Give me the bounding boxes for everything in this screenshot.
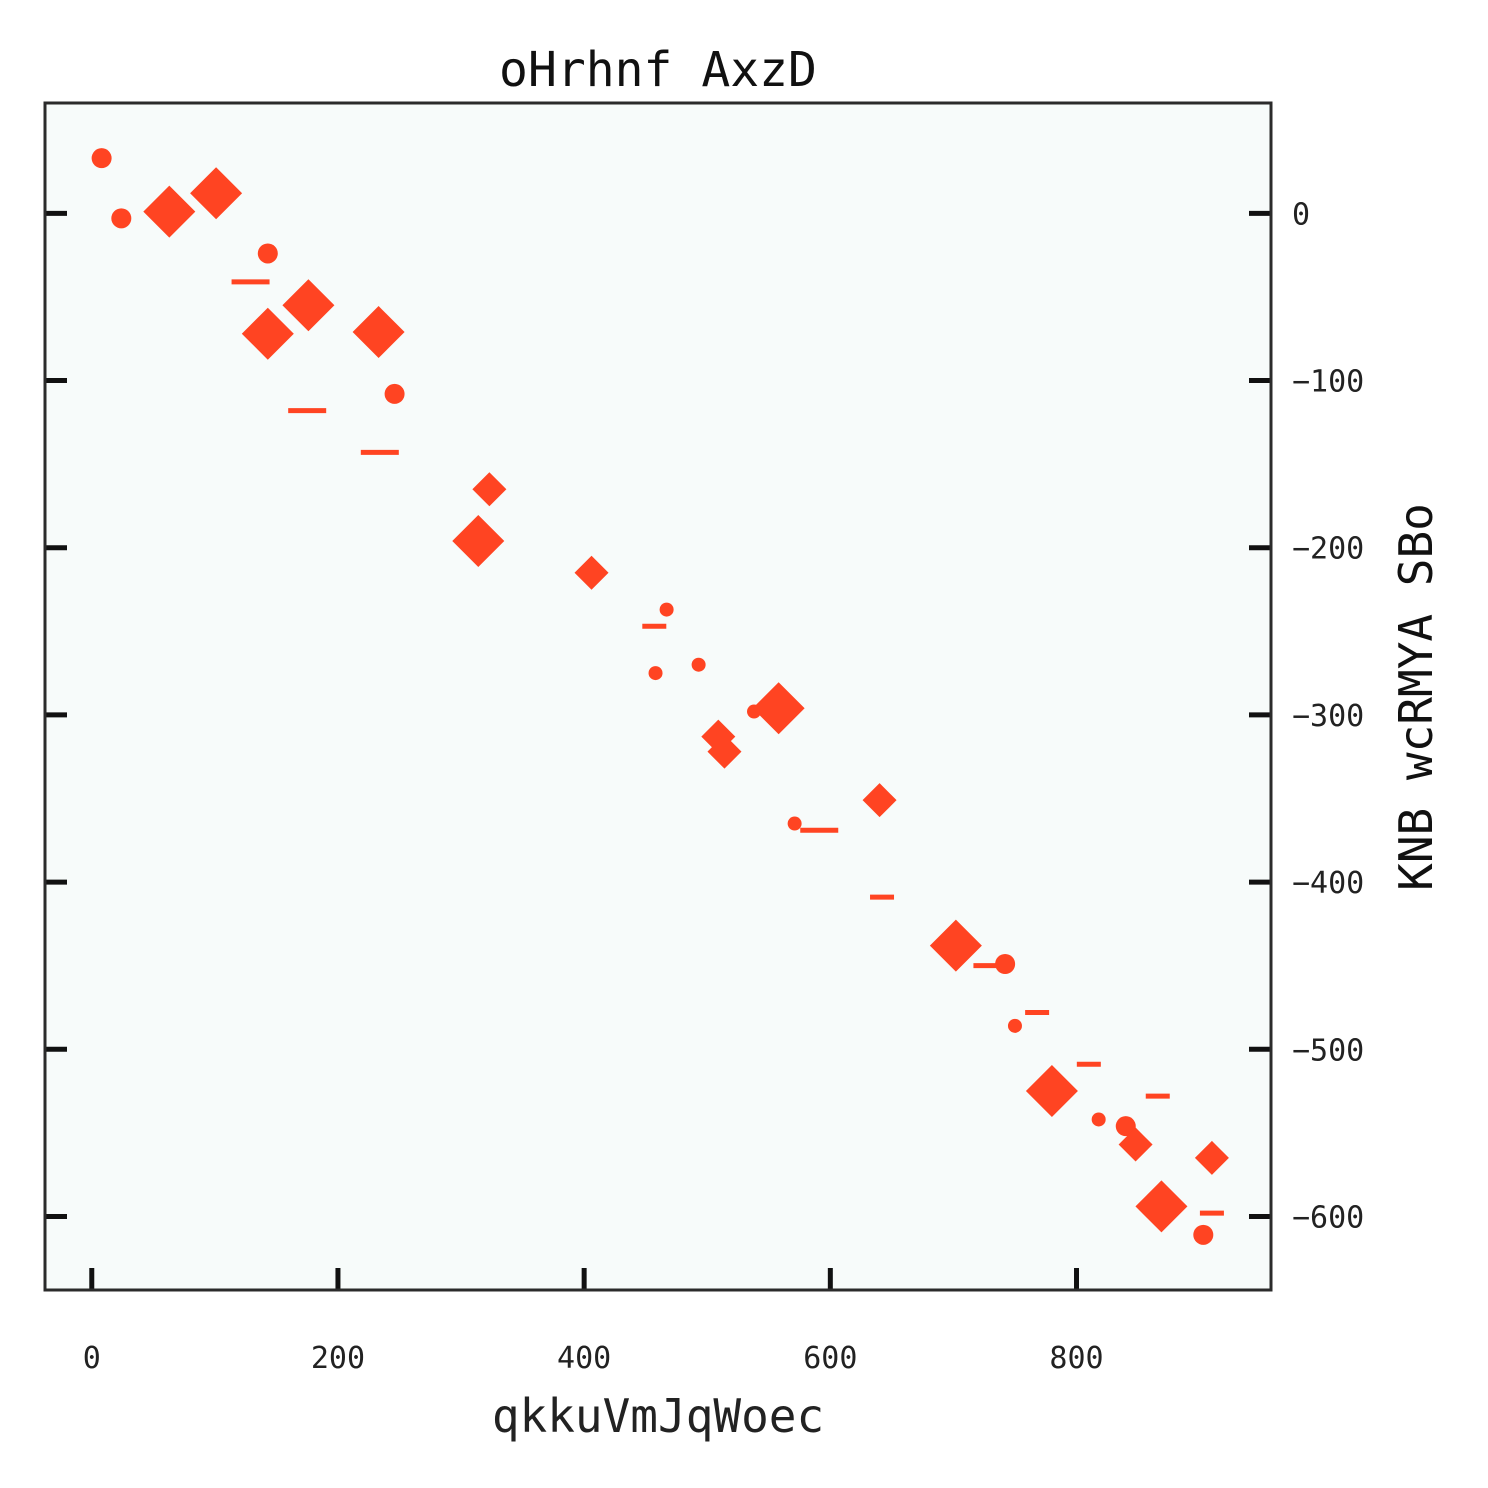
scatter-point-circle bbox=[257, 243, 278, 264]
scatter-point-diamond bbox=[472, 472, 507, 507]
scatter-point-diamond bbox=[241, 307, 294, 360]
x-axis: 0 200 400 600 800 bbox=[83, 1268, 1104, 1376]
scatter-point-diamond bbox=[752, 682, 805, 735]
scatter-point-circle bbox=[1091, 1112, 1106, 1127]
y-axis-label: KNB wcRMYA SBo bbox=[1389, 503, 1443, 891]
scatter-point-circle bbox=[1115, 1116, 1136, 1137]
scatter-point-circle bbox=[1007, 1018, 1022, 1033]
y-tick-label: −100 bbox=[1292, 365, 1364, 400]
data-markers bbox=[91, 148, 1229, 1245]
scatter-point-circle bbox=[1193, 1224, 1214, 1245]
scatter-point-circle bbox=[648, 666, 663, 681]
y-axis: 0 −100 −200 −300 −400 −500 −600 bbox=[45, 197, 1364, 1235]
scatter-point-diamond bbox=[1194, 1140, 1229, 1175]
y-tick-label: −300 bbox=[1292, 699, 1364, 734]
plot-area bbox=[45, 103, 1271, 1290]
plot-frame bbox=[43, 101, 1273, 1292]
x-tick-label: 800 bbox=[1049, 1341, 1103, 1376]
scatter-point-diamond bbox=[707, 734, 742, 769]
scatter-point-diamond bbox=[190, 167, 243, 220]
scatter-point-diamond bbox=[929, 919, 982, 972]
scatter-point-diamond bbox=[352, 306, 405, 359]
y-tick-label: 0 bbox=[1292, 197, 1310, 232]
y-tick-label: −600 bbox=[1292, 1200, 1364, 1235]
scatter-point-diamond bbox=[282, 279, 335, 332]
scatter-point-diamond bbox=[452, 515, 505, 568]
scatter-point-diamond bbox=[143, 185, 196, 238]
x-axis-label: qkkuVmJqWoec bbox=[492, 1389, 824, 1443]
x-tick-label: 600 bbox=[803, 1341, 857, 1376]
scatter-point-circle bbox=[111, 208, 132, 229]
x-tick-label: 400 bbox=[557, 1341, 611, 1376]
chart-title: oHrhnf AxzD bbox=[499, 42, 817, 98]
x-tick-label: 0 bbox=[83, 1341, 101, 1376]
scatter-point-circle bbox=[691, 657, 706, 672]
scatter-point-diamond bbox=[1135, 1180, 1188, 1233]
scatter-point-circle bbox=[787, 816, 802, 831]
scatter-point-circle bbox=[659, 602, 674, 617]
scatter-point-diamond bbox=[574, 555, 609, 590]
y-tick-label: −500 bbox=[1292, 1033, 1364, 1068]
x-tick-label: 200 bbox=[311, 1341, 365, 1376]
y-tick-label: −200 bbox=[1292, 532, 1364, 567]
y-tick-label: −400 bbox=[1292, 866, 1364, 901]
scatter-point-circle bbox=[995, 953, 1016, 974]
scatter-point-diamond bbox=[862, 783, 897, 818]
scatter-point-circle bbox=[91, 148, 112, 169]
scatter-point-diamond bbox=[1025, 1065, 1078, 1118]
scatter-point-diamond bbox=[1118, 1127, 1153, 1162]
scatter-point-circle bbox=[384, 383, 405, 404]
